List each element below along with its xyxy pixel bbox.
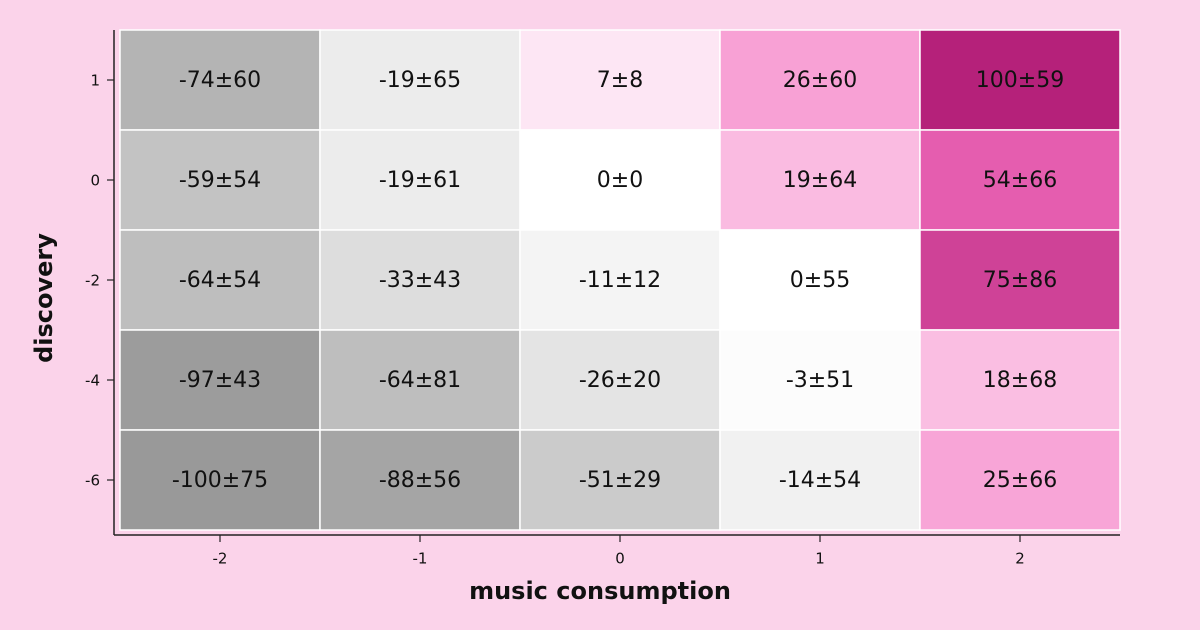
cell-label: 54±66 <box>983 168 1057 193</box>
heatmap-cell <box>319 129 521 231</box>
heatmap-cell <box>719 429 921 531</box>
heatmap-cell <box>519 129 721 231</box>
heatmap-cell <box>519 329 721 431</box>
heatmap-cell <box>319 429 521 531</box>
heatmap-cell <box>319 329 521 431</box>
heatmap-cell <box>719 229 921 331</box>
cell-label: -100±75 <box>172 468 268 493</box>
cell-label: 7±8 <box>597 68 643 93</box>
cell-label: -74±60 <box>179 68 261 93</box>
tick-label: 0 <box>615 550 625 568</box>
cell-label: -97±43 <box>179 368 261 393</box>
heatmap-cell <box>519 29 721 131</box>
y-axis-label: discovery <box>30 233 58 363</box>
heatmap-cell <box>119 429 321 531</box>
cell-label: 25±66 <box>983 468 1057 493</box>
cell-label: 0±55 <box>790 268 850 293</box>
cell-label: -59±54 <box>179 168 261 193</box>
tick-label: -4 <box>85 372 100 390</box>
cell-label: -19±65 <box>379 68 461 93</box>
heatmap-cell <box>719 329 921 431</box>
cell-label: 18±68 <box>983 368 1057 393</box>
cell-label: -64±81 <box>379 368 461 393</box>
heatmap-cell <box>519 229 721 331</box>
tick-label: 0 <box>90 172 100 190</box>
cell-label: -88±56 <box>379 468 461 493</box>
heatmap-cell <box>919 429 1121 531</box>
cell-label: 19±64 <box>783 168 857 193</box>
cell-label: -11±12 <box>579 268 661 293</box>
heatmap-cell <box>919 329 1121 431</box>
tick-label: -1 <box>413 550 428 568</box>
cell-label: -51±29 <box>579 468 661 493</box>
tick-label: 2 <box>1015 550 1025 568</box>
cell-label: -64±54 <box>179 268 261 293</box>
tick-label: 1 <box>815 550 825 568</box>
heatmap-cell <box>919 129 1121 231</box>
cell-label: -14±54 <box>779 468 861 493</box>
x-axis-label: music consumption <box>469 577 731 605</box>
cell-label: -33±43 <box>379 268 461 293</box>
tick-label: -6 <box>85 472 100 490</box>
cell-label: -19±61 <box>379 168 461 193</box>
heatmap-cell <box>119 329 321 431</box>
tick-label: -2 <box>213 550 228 568</box>
cell-label: 75±86 <box>983 268 1057 293</box>
heatmap-cell <box>919 229 1121 331</box>
cell-label: 0±0 <box>597 168 643 193</box>
heatmap-cell <box>119 29 321 131</box>
cell-label: 100±59 <box>976 68 1064 93</box>
cell-label: -3±51 <box>786 368 854 393</box>
heatmap-cell <box>519 429 721 531</box>
heatmap-cell <box>319 29 521 131</box>
heatmap-cell <box>719 29 921 131</box>
cell-label: -26±20 <box>579 368 661 393</box>
heatmap-cell <box>319 229 521 331</box>
heatmap-cell <box>719 129 921 231</box>
tick-label: 1 <box>90 72 100 90</box>
cell-label: 26±60 <box>783 68 857 93</box>
tick-label: -2 <box>85 272 100 290</box>
